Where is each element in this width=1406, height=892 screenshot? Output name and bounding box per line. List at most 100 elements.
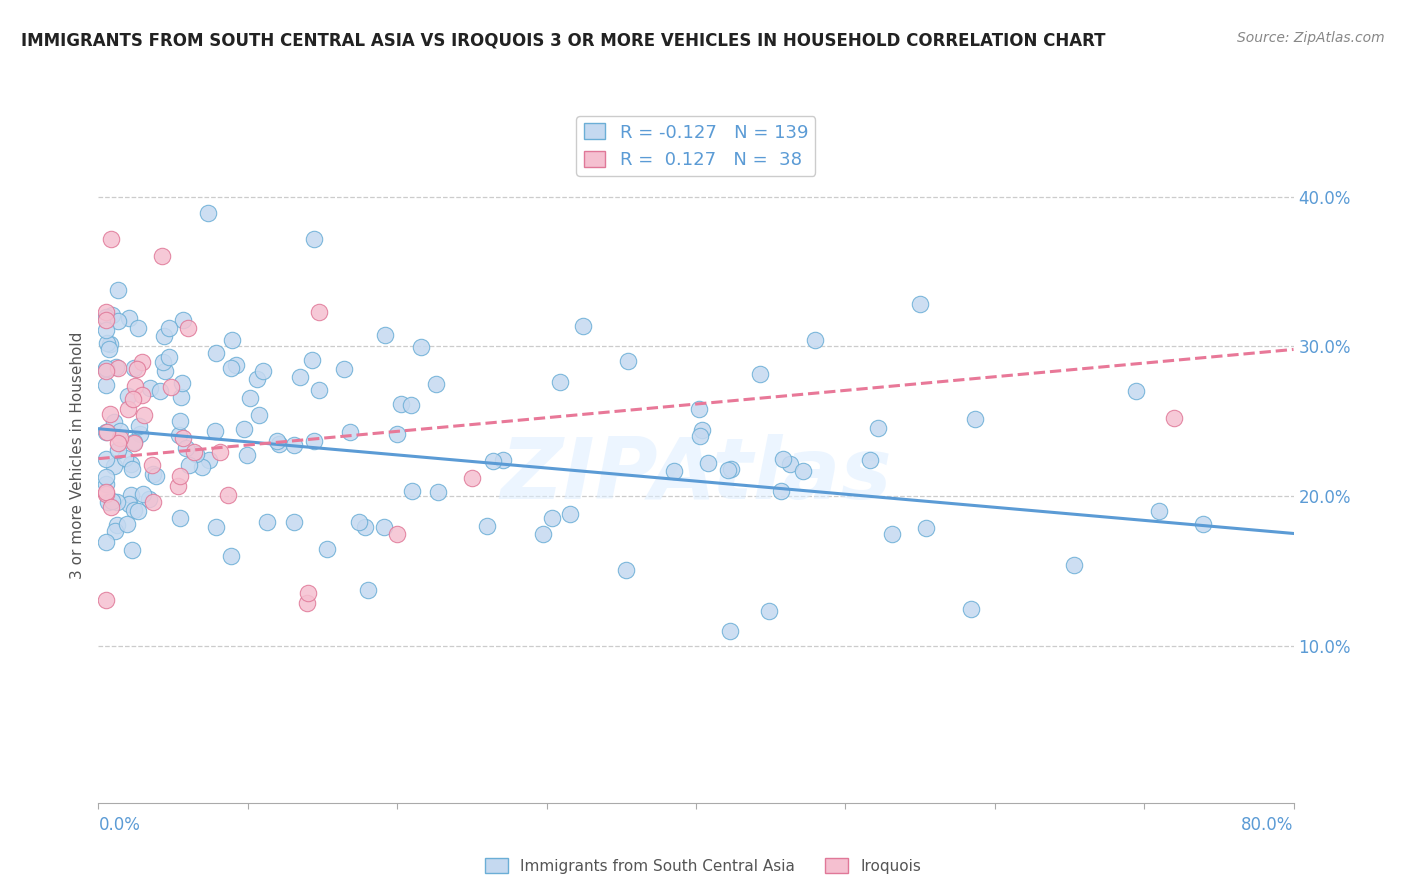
Point <box>219 361 242 376</box>
Point <box>94 535 117 549</box>
Point <box>103 415 125 429</box>
Point <box>107 443 129 458</box>
Point <box>1147 503 1170 517</box>
Point <box>910 297 932 311</box>
Point <box>492 452 515 467</box>
Point <box>172 313 194 327</box>
Point <box>425 376 447 391</box>
Point <box>689 429 711 443</box>
Point <box>558 507 581 521</box>
Point <box>772 452 794 467</box>
Point <box>333 361 356 376</box>
Point <box>107 283 129 297</box>
Point <box>128 419 150 434</box>
Point <box>100 232 122 246</box>
Text: 0.0%: 0.0% <box>98 816 141 834</box>
Point <box>720 462 742 476</box>
Point <box>157 321 180 335</box>
Point <box>94 485 117 500</box>
Text: 80.0%: 80.0% <box>1241 816 1294 834</box>
Point <box>153 364 176 378</box>
Point <box>101 494 124 508</box>
Point <box>245 372 267 386</box>
Point <box>98 407 121 421</box>
Point <box>475 519 498 533</box>
Point <box>127 320 149 334</box>
Point <box>121 543 143 558</box>
Point <box>184 447 207 461</box>
Point <box>461 470 484 484</box>
Point <box>141 458 163 472</box>
Point <box>688 402 710 417</box>
Point <box>153 329 176 343</box>
Point <box>283 438 305 452</box>
Point <box>125 362 148 376</box>
Point <box>617 354 640 368</box>
Point <box>177 321 200 335</box>
Y-axis label: 3 or more Vehicles in Household: 3 or more Vehicles in Household <box>69 331 84 579</box>
Point <box>172 431 194 445</box>
Point <box>131 355 153 369</box>
Point <box>169 414 191 428</box>
Point <box>297 586 319 600</box>
Point <box>107 360 129 375</box>
Point <box>121 392 143 406</box>
Point <box>205 520 228 534</box>
Point <box>859 452 882 467</box>
Point <box>354 520 377 534</box>
Point <box>97 495 120 509</box>
Point <box>124 435 146 450</box>
Point <box>94 425 117 440</box>
Point <box>290 369 312 384</box>
Point <box>139 380 162 394</box>
Point <box>142 467 165 482</box>
Point <box>118 497 141 511</box>
Point <box>373 520 395 534</box>
Point <box>426 485 449 500</box>
Point <box>114 450 136 465</box>
Point <box>138 492 160 507</box>
Point <box>482 454 505 468</box>
Point <box>120 457 142 471</box>
Point <box>225 358 247 372</box>
Text: ZIPAtlas: ZIPAtlas <box>501 434 891 517</box>
Point <box>94 364 117 378</box>
Point <box>662 464 685 478</box>
Point <box>385 426 408 441</box>
Point <box>197 452 219 467</box>
Point <box>283 515 305 529</box>
Point <box>548 375 571 389</box>
Point <box>572 318 595 333</box>
Point <box>866 421 889 435</box>
Point <box>770 484 793 499</box>
Point <box>357 582 380 597</box>
Point <box>131 487 153 501</box>
Point <box>100 500 122 514</box>
Point <box>121 462 143 476</box>
Point <box>692 423 714 437</box>
Point <box>208 444 231 458</box>
Point <box>94 310 117 325</box>
Point <box>120 488 142 502</box>
Point <box>101 309 124 323</box>
Point <box>142 494 165 508</box>
Point <box>98 343 121 357</box>
Point <box>204 424 226 438</box>
Point <box>239 391 262 405</box>
Point <box>409 340 432 354</box>
Point <box>221 333 243 347</box>
Point <box>190 460 212 475</box>
Point <box>804 333 827 347</box>
Point <box>94 476 117 491</box>
Point <box>127 504 149 518</box>
Point <box>110 431 132 445</box>
Point <box>779 457 801 471</box>
Point <box>302 434 325 448</box>
Point <box>108 424 131 438</box>
Point <box>219 549 242 563</box>
Point <box>104 524 127 538</box>
Point <box>167 428 190 442</box>
Point <box>98 336 121 351</box>
Point <box>117 402 139 417</box>
Text: Source: ZipAtlas.com: Source: ZipAtlas.com <box>1237 31 1385 45</box>
